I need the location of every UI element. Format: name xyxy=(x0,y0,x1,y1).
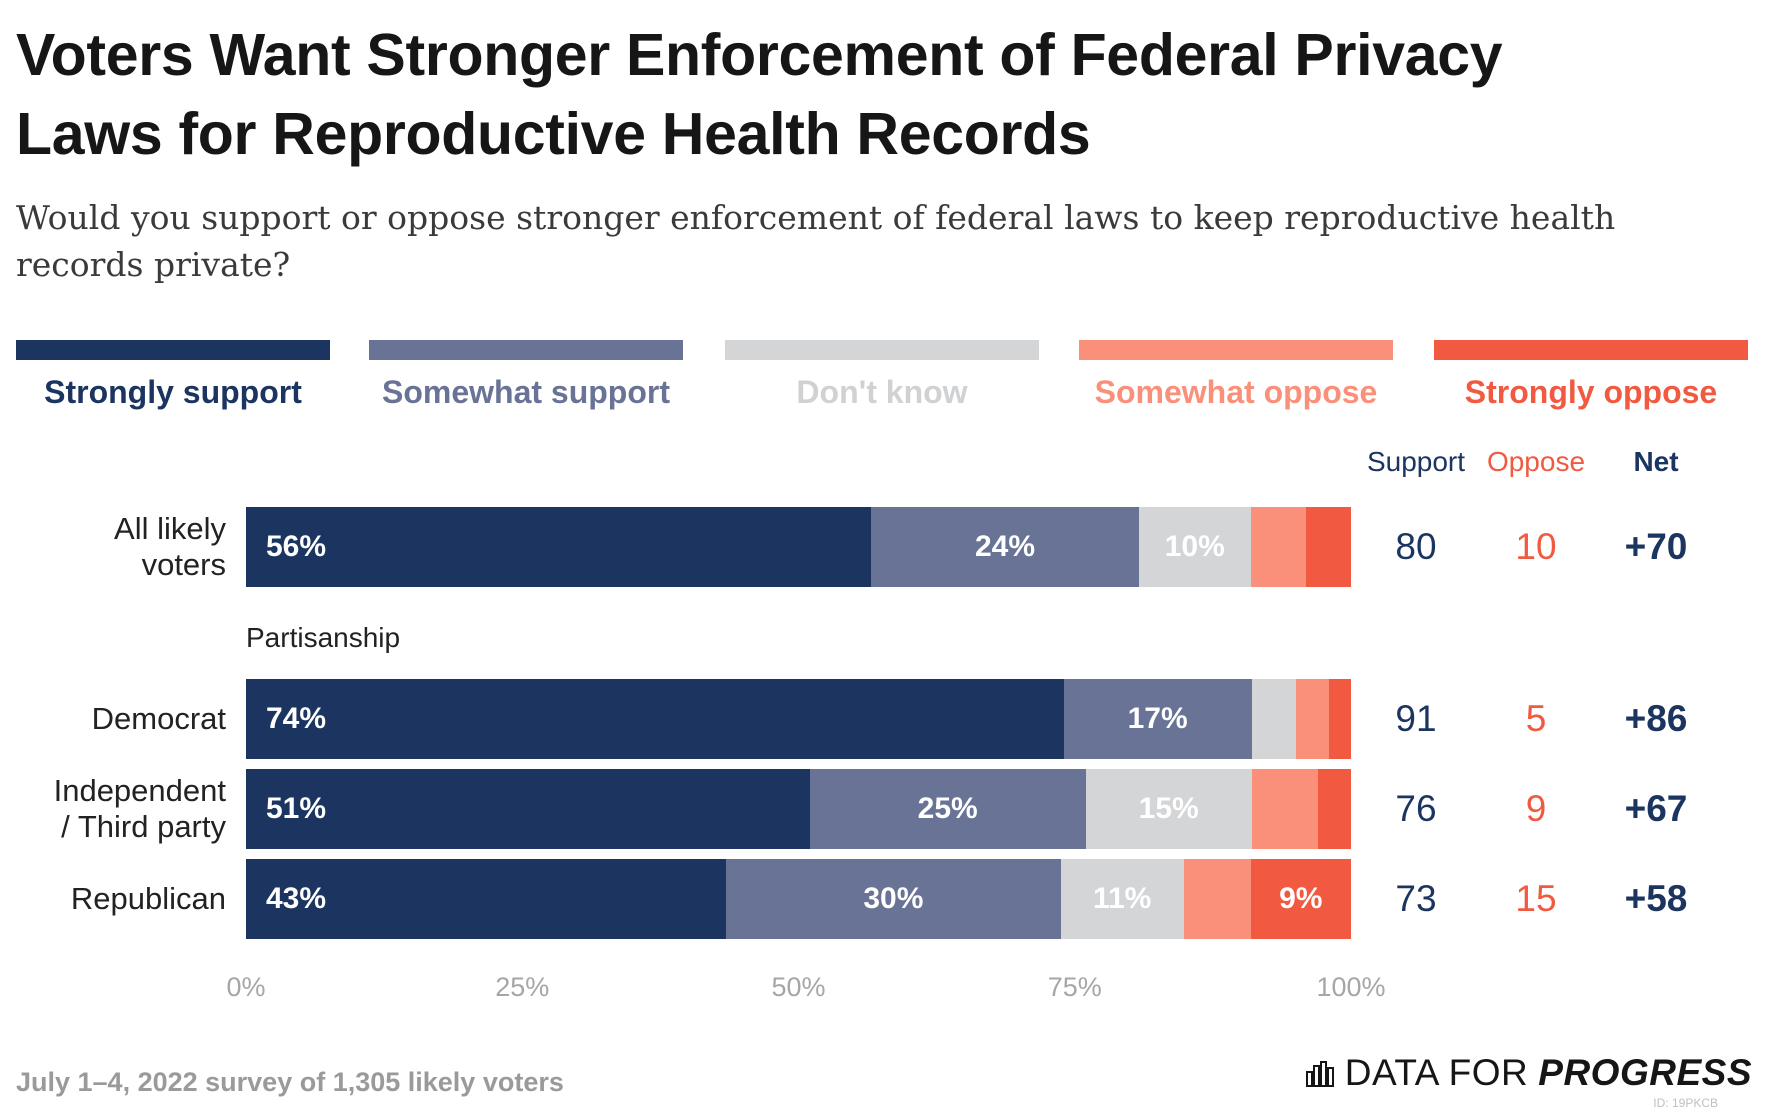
x-tick-label: 0% xyxy=(226,972,266,1002)
footer-source: July 1–4, 2022 survey of 1,305 likely vo… xyxy=(16,1067,564,1097)
bar-segment-strongly-oppose: 9% xyxy=(1250,859,1351,939)
legend-swatch xyxy=(1079,340,1393,360)
legend-label: Strongly oppose xyxy=(1464,374,1718,410)
bar-segment-somewhat-support: 24% xyxy=(871,507,1139,587)
data-label: 51% xyxy=(266,792,327,825)
bar-segment-somewhat-support: 17% xyxy=(1063,679,1252,759)
summary-oppose-value: 5 xyxy=(1525,698,1547,739)
bar-row: 51% 25% 15% xyxy=(246,769,1351,849)
legend-label: Strongly support xyxy=(44,374,302,410)
data-label: 43% xyxy=(266,882,327,915)
data-label: 74% xyxy=(266,702,327,735)
column-header-support: Support xyxy=(1366,446,1466,477)
bar-segment-somewhat-support: 30% xyxy=(725,859,1061,939)
data-label: 24% xyxy=(974,530,1035,563)
chart-id: ID: 19PKCB xyxy=(1653,1096,1718,1110)
bar-segment-strongly-oppose xyxy=(1317,769,1351,849)
legend-item-strongly-oppose: Strongly oppose xyxy=(1434,340,1748,411)
data-label: 17% xyxy=(1127,702,1188,735)
title-line-2: Laws for Reproductive Health Records xyxy=(16,101,1091,167)
category-label: Independent / Third party xyxy=(53,773,226,844)
bar-chart-logo-icon xyxy=(1305,1061,1334,1087)
x-tick-label: 75% xyxy=(1047,972,1102,1002)
legend-swatch xyxy=(725,340,1039,360)
x-tick-label: 50% xyxy=(771,972,826,1002)
brand-text-data-for: DATA FOR xyxy=(1344,1052,1529,1093)
bar-segment-somewhat-oppose xyxy=(1251,769,1318,849)
x-tick-label: 25% xyxy=(495,972,550,1002)
category-label: Republican xyxy=(70,881,226,916)
summary-support-value: 76 xyxy=(1395,788,1437,829)
data-label: 10% xyxy=(1164,530,1225,563)
brand-logo: DATA FOR PROGRESS xyxy=(1305,1052,1752,1094)
title-line-1: Voters Want Stronger Enforcement of Fede… xyxy=(16,22,1503,88)
legend-label: Somewhat support xyxy=(381,374,670,410)
data-label: 30% xyxy=(863,882,924,915)
bar-segment-dont-know: 15% xyxy=(1085,769,1252,849)
bar-segment-strongly-support: 74% xyxy=(246,679,1064,759)
summary-support-value: 80 xyxy=(1395,526,1437,567)
chart-title: Voters Want Stronger Enforcement of Fede… xyxy=(16,16,1746,174)
summary-support-value: 91 xyxy=(1395,698,1437,739)
data-label: 56% xyxy=(266,530,327,563)
bar-segment-somewhat-oppose xyxy=(1183,859,1251,939)
brand-text-progress: PROGRESS xyxy=(1538,1052,1752,1093)
data-label: 11% xyxy=(1092,882,1152,915)
column-header-net: Net xyxy=(1633,446,1679,477)
data-label: 9% xyxy=(1279,882,1323,915)
section-label-partisanship: Partisanship xyxy=(246,622,401,653)
bar-segment-strongly-support: 43% xyxy=(246,859,726,939)
summary-net-value: +70 xyxy=(1624,526,1688,567)
bar-row: 43% 30% 11% 9% xyxy=(246,859,1351,939)
legend-swatch xyxy=(1434,340,1748,360)
bar-segment-somewhat-oppose xyxy=(1250,507,1307,587)
bar-segment-strongly-oppose xyxy=(1328,679,1351,759)
legend-item-dont-know: Don't know xyxy=(725,340,1039,411)
bar-segment-somewhat-support: 25% xyxy=(809,769,1086,849)
summary-oppose-value: 10 xyxy=(1515,526,1557,567)
category-label: All likely voters xyxy=(114,511,226,582)
legend-item-somewhat-oppose: Somewhat oppose xyxy=(1079,340,1393,411)
bar-row: 74% 17% xyxy=(246,679,1351,759)
x-tick-label: 100% xyxy=(1316,972,1386,1002)
legend-swatch xyxy=(16,340,330,360)
summary-support-value: 73 xyxy=(1395,878,1437,919)
bar-row: 56% 24% 10% xyxy=(246,507,1351,587)
bar-segment-somewhat-oppose xyxy=(1295,679,1329,759)
legend-item-strongly-support: Strongly support xyxy=(16,340,330,411)
chart-subtitle: Would you support or oppose stronger enf… xyxy=(16,198,1616,284)
legend-label: Somewhat oppose xyxy=(1094,374,1378,410)
summary-oppose-value: 9 xyxy=(1525,788,1547,829)
summary-oppose-value: 15 xyxy=(1515,878,1557,919)
summary-net-value: +86 xyxy=(1624,698,1688,739)
column-header-oppose: Oppose xyxy=(1486,446,1586,477)
legend-label: Don't know xyxy=(796,374,968,410)
data-label: 15% xyxy=(1138,792,1199,825)
bar-segment-strongly-support: 51% xyxy=(246,769,810,849)
category-label: Democrat xyxy=(91,701,226,736)
bar-segment-dont-know xyxy=(1251,679,1296,759)
bar-segment-dont-know: 10% xyxy=(1138,507,1251,587)
summary-net-value: +58 xyxy=(1624,878,1688,919)
legend-item-somewhat-support: Somewhat support xyxy=(369,340,683,411)
data-label: 25% xyxy=(917,792,978,825)
summary-net-value: +67 xyxy=(1624,788,1688,829)
bar-segment-dont-know: 11% xyxy=(1060,859,1184,939)
legend-swatch xyxy=(369,340,683,360)
bar-segment-strongly-oppose xyxy=(1306,507,1351,587)
bar-segment-strongly-support: 56% xyxy=(246,507,872,587)
